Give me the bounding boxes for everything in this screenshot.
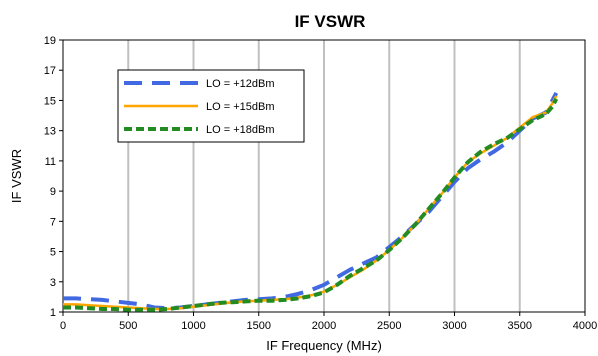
x-tick-label: 2000 (312, 320, 336, 332)
x-tick-label: 1000 (181, 320, 205, 332)
y-tick-label: 19 (44, 35, 56, 47)
legend-label-1: LO = +12dBm (206, 78, 275, 90)
y-tick-label: 15 (44, 95, 56, 107)
x-tick-label: 0 (60, 320, 66, 332)
y-tick-label: 7 (50, 216, 56, 228)
x-tick-label: 4000 (573, 320, 597, 332)
series-line-3 (63, 97, 559, 312)
y-tick-label: 5 (50, 247, 56, 259)
y-tick-label: 3 (50, 277, 56, 289)
x-tick-label: 2500 (377, 320, 401, 332)
legend-label-2: LO = +15dBm (206, 101, 275, 113)
x-tick-label: 1500 (247, 320, 271, 332)
x-tick-label: 3000 (442, 320, 466, 332)
y-tick-label: 13 (44, 126, 56, 138)
y-tick-label: 9 (50, 186, 56, 198)
y-tick-label: 1 (50, 307, 56, 319)
legend-label-3: LO = +18dBm (206, 124, 275, 136)
y-tick-label: 17 (44, 65, 56, 77)
y-axis-label: IF VSWR (9, 149, 24, 203)
x-axis-label: IF Frequency (MHz) (266, 338, 382, 353)
x-tick-label: 3500 (508, 320, 532, 332)
x-tick-label: 500 (119, 320, 137, 332)
y-tick-label: 11 (45, 156, 56, 168)
legend: LO = +12dBm LO = +15dBm LO = +18dBm (117, 69, 305, 143)
series-line-1 (63, 91, 559, 311)
axis-ticks: 0 500 1000 1500 2000 2500 3000 3500 400013579111… (44, 35, 597, 332)
chart-title: IF VSWR (295, 12, 366, 31)
series-group (63, 91, 559, 312)
